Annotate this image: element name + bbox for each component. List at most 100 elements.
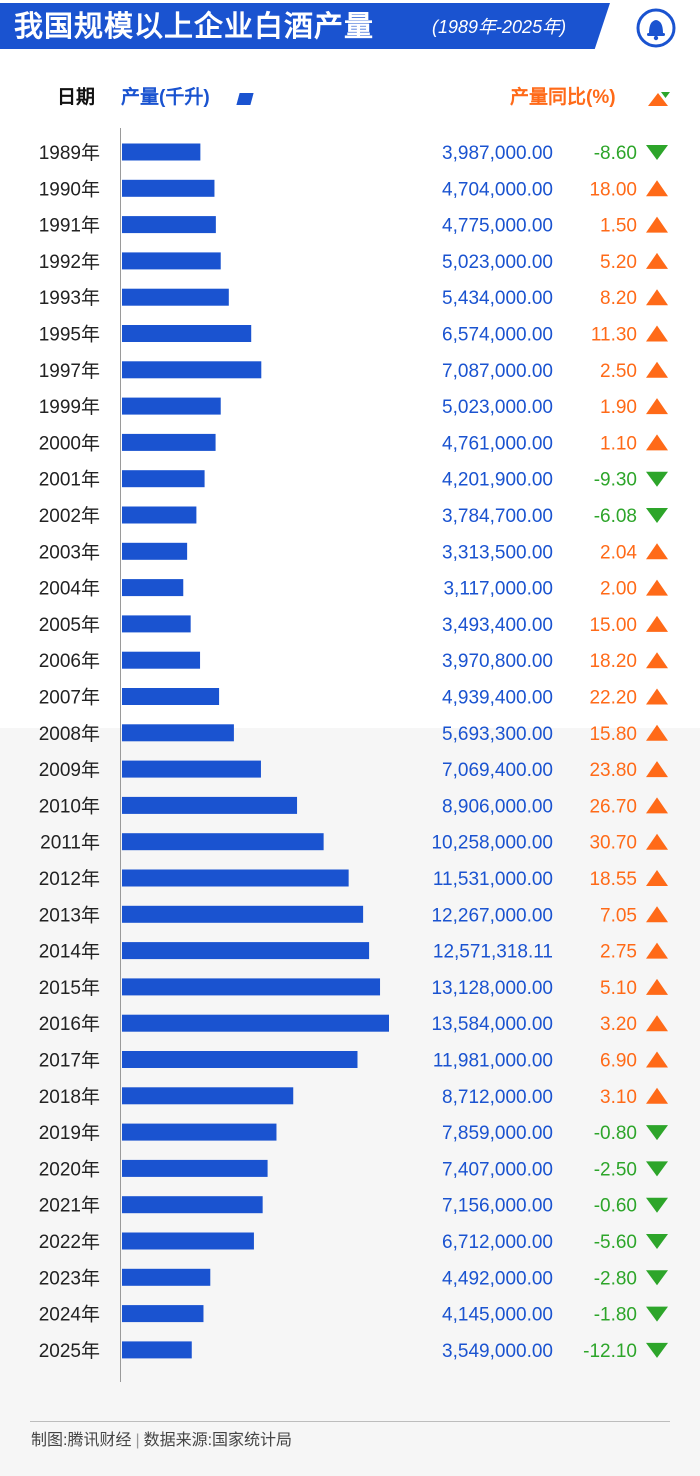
increase-triangle-icon bbox=[646, 543, 668, 560]
production-bar bbox=[122, 760, 261, 778]
production-value-label: 12,571,318.11 bbox=[433, 942, 553, 963]
year-label: 2001年 bbox=[39, 469, 100, 491]
yoy-value-label: 26.70 bbox=[589, 796, 637, 817]
yoy-value-label: 2.04 bbox=[600, 542, 637, 563]
yoy-value-label: 2.50 bbox=[600, 361, 637, 382]
lower-background bbox=[0, 728, 700, 1476]
increase-triangle-icon bbox=[646, 325, 668, 342]
year-label: 2006年 bbox=[39, 650, 100, 672]
increase-triangle-icon bbox=[646, 289, 668, 306]
year-label: 2010年 bbox=[39, 795, 100, 817]
yoy-value-label: 5.10 bbox=[600, 978, 637, 999]
production-value-label: 3,987,000.00 bbox=[442, 143, 553, 164]
year-label: 1997年 bbox=[39, 360, 100, 382]
yoy-value-label: 15.00 bbox=[589, 615, 637, 636]
increase-triangle-icon bbox=[646, 688, 668, 705]
year-label: 1992年 bbox=[39, 251, 100, 273]
yoy-value-label: 18.55 bbox=[589, 869, 637, 890]
production-bar bbox=[122, 470, 205, 488]
production-bar bbox=[122, 143, 201, 161]
footer-maker: 制图:腾讯财经 bbox=[31, 1432, 132, 1449]
production-bar bbox=[122, 1087, 294, 1105]
increase-triangle-icon bbox=[646, 870, 668, 886]
year-label: 2018年 bbox=[39, 1086, 100, 1108]
production-value-label: 13,584,000.00 bbox=[431, 1014, 553, 1035]
production-value-label: 7,407,000.00 bbox=[442, 1159, 553, 1180]
production-bar bbox=[122, 796, 298, 814]
column-header-yoy: 产量同比(%) bbox=[510, 87, 616, 108]
year-label: 2013年 bbox=[39, 904, 100, 926]
increase-triangle-icon bbox=[646, 1087, 668, 1104]
year-label: 1991年 bbox=[39, 215, 100, 237]
production-bar bbox=[122, 542, 188, 560]
yoy-value-label: 3.10 bbox=[600, 1087, 637, 1108]
year-label: 2022年 bbox=[39, 1231, 100, 1253]
year-label: 2020年 bbox=[39, 1158, 100, 1180]
production-bar bbox=[122, 1232, 254, 1250]
year-label: 2009年 bbox=[39, 759, 100, 781]
year-label: 2000年 bbox=[39, 432, 100, 454]
year-label: 2019年 bbox=[39, 1122, 100, 1144]
production-value-label: 3,313,500.00 bbox=[442, 542, 553, 563]
yoy-value-label: -9.30 bbox=[594, 470, 637, 491]
yoy-value-label: 6.90 bbox=[600, 1051, 637, 1072]
year-label: 2015年 bbox=[39, 977, 100, 999]
column-header-date: 日期 bbox=[57, 87, 96, 108]
production-value-label: 4,492,000.00 bbox=[442, 1268, 553, 1289]
yoy-value-label: 30.70 bbox=[589, 833, 637, 854]
year-label: 2005年 bbox=[39, 614, 100, 636]
category-axis-line bbox=[120, 128, 121, 1382]
increase-triangle-icon bbox=[646, 252, 668, 269]
yoy-value-label: 2.00 bbox=[600, 579, 637, 600]
yoy-value-label: -5.60 bbox=[594, 1232, 637, 1253]
production-value-label: 4,145,000.00 bbox=[442, 1305, 553, 1326]
production-value-label: 7,087,000.00 bbox=[442, 361, 553, 382]
yoy-value-label: 3.20 bbox=[600, 1014, 637, 1035]
production-bar bbox=[122, 1305, 204, 1323]
yoy-value-label: 1.50 bbox=[600, 216, 637, 237]
yoy-value-label: -0.80 bbox=[594, 1123, 637, 1144]
yoy-value-label: -2.50 bbox=[594, 1159, 637, 1180]
year-label: 2012年 bbox=[39, 868, 100, 890]
yoy-value-label: 7.05 bbox=[600, 905, 637, 926]
production-value-label: 4,704,000.00 bbox=[442, 179, 553, 200]
production-value-label: 5,434,000.00 bbox=[442, 288, 553, 309]
footer-source: 数据来源:国家统计局 bbox=[143, 1432, 293, 1449]
production-bar bbox=[122, 978, 381, 996]
year-label: 1989年 bbox=[39, 142, 100, 164]
production-value-label: 11,981,000.00 bbox=[433, 1051, 553, 1072]
production-bar bbox=[122, 1159, 268, 1177]
yoy-value-label: -12.10 bbox=[583, 1341, 637, 1362]
year-label: 2007年 bbox=[39, 687, 100, 709]
yoy-value-label: 8.20 bbox=[600, 288, 637, 309]
yoy-value-label: 15.80 bbox=[589, 724, 637, 745]
decrease-triangle-icon bbox=[646, 1270, 668, 1286]
increase-triangle-icon bbox=[646, 761, 668, 778]
year-label: 2003年 bbox=[39, 541, 100, 563]
production-value-label: 4,201,900.00 bbox=[442, 470, 553, 491]
year-label: 2016年 bbox=[39, 1013, 100, 1035]
year-label: 1990年 bbox=[39, 178, 100, 200]
production-bar bbox=[122, 433, 216, 451]
year-label: 2021年 bbox=[39, 1195, 100, 1217]
decrease-triangle-icon bbox=[646, 471, 668, 487]
production-bar bbox=[122, 942, 370, 960]
increase-triangle-icon bbox=[646, 615, 668, 632]
production-value-label: 4,775,000.00 bbox=[442, 216, 553, 237]
increase-triangle-icon bbox=[646, 434, 668, 451]
production-value-label: 8,906,000.00 bbox=[442, 796, 553, 817]
year-label: 2002年 bbox=[39, 505, 100, 527]
footer-divider bbox=[30, 1421, 670, 1422]
production-bar bbox=[122, 1341, 192, 1359]
yoy-value-label: -1.80 bbox=[594, 1305, 637, 1326]
production-bar bbox=[122, 325, 252, 342]
decrease-triangle-icon bbox=[646, 1234, 668, 1249]
production-value-label: 7,069,400.00 bbox=[442, 760, 553, 781]
production-bar bbox=[122, 651, 201, 669]
increase-triangle-icon bbox=[646, 797, 668, 814]
production-bar bbox=[122, 724, 234, 742]
decrease-triangle-icon bbox=[646, 1161, 668, 1177]
production-value-label: 4,761,000.00 bbox=[442, 433, 553, 454]
decrease-triangle-icon bbox=[646, 1342, 668, 1358]
production-bar bbox=[122, 869, 349, 887]
